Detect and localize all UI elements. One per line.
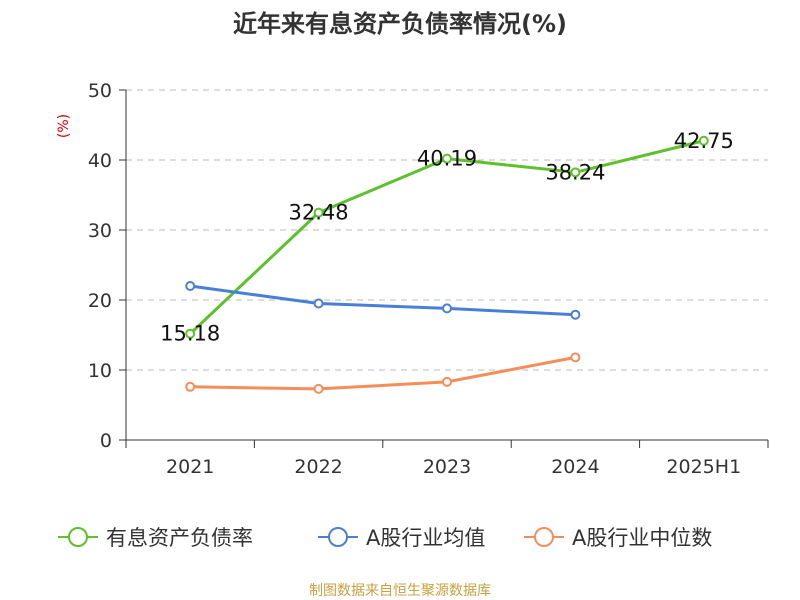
- x-tick-label: 2025H1: [666, 456, 741, 478]
- chart-title: 近年来有息资产负债率情况(%): [233, 10, 567, 38]
- series-line-2: [188, 284, 577, 317]
- series-group: [185, 135, 709, 394]
- data-point: [313, 207, 324, 218]
- legend: 有息资产负债率 A股行业均值 A股行业中位数: [58, 526, 712, 550]
- data-point: [570, 352, 581, 363]
- data-point: [313, 298, 324, 309]
- data-point: [185, 381, 196, 392]
- legend-marker: [68, 527, 88, 547]
- data-labels: 15.18 32.48 40.19 38.24 42.75: [160, 129, 734, 346]
- data-label: 40.19: [417, 147, 477, 171]
- grid-lines: [126, 89, 768, 371]
- source-note: 制图数据来自恒生聚源数据库: [309, 583, 491, 599]
- x-tick-label: 2023: [423, 456, 471, 478]
- y-axis-label: (%): [56, 114, 72, 138]
- y-tick-label: 50: [88, 80, 112, 102]
- y-tick-label: 20: [88, 290, 112, 312]
- legend-marker: [534, 527, 554, 547]
- data-point: [442, 303, 452, 314]
- data-point: [442, 376, 452, 387]
- series-line-3: [188, 355, 577, 391]
- data-point: [442, 153, 452, 164]
- data-point: [313, 383, 324, 394]
- data-point: [698, 135, 709, 146]
- y-tick-label: 30: [88, 220, 112, 242]
- data-label: 32.48: [289, 201, 349, 225]
- legend-marker: [328, 527, 348, 547]
- legend-label: 有息资产负债率: [106, 526, 253, 550]
- data-point: [570, 309, 581, 320]
- data-point: [570, 167, 581, 178]
- y-tick-label: 0: [100, 430, 112, 452]
- data-point: [185, 281, 196, 291]
- x-tick-label: 2021: [166, 456, 214, 478]
- data-label: 38.24: [545, 160, 605, 184]
- y-tick-label: 40: [88, 150, 112, 172]
- data-point: [185, 328, 196, 339]
- data-label: 42.75: [674, 129, 734, 153]
- legend-label: A股行业中位数: [572, 526, 712, 550]
- data-label: 15.18: [160, 322, 220, 346]
- x-tick-label: 2022: [294, 456, 342, 478]
- legend-label: A股行业均值: [366, 526, 485, 550]
- x-tick-label: 2024: [551, 456, 599, 478]
- y-tick-label: 10: [88, 360, 112, 382]
- axes: 0 10 20 30 40 50 2021 2022 2023 2024 2025H1: [88, 80, 769, 478]
